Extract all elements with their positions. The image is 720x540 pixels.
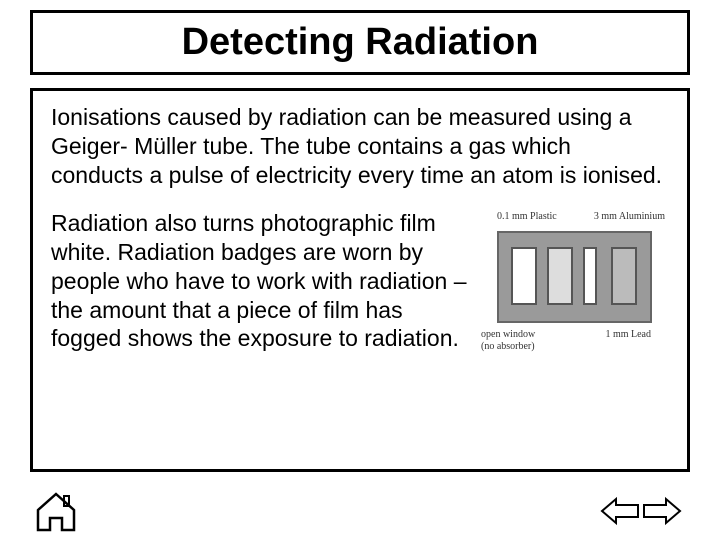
page-title: Detecting Radiation bbox=[33, 21, 687, 64]
diagram-label-aluminium: 3 mm Aluminium bbox=[594, 211, 665, 222]
diagram-label-plastic: 0.1 mm Plastic bbox=[497, 211, 557, 222]
nav-arrows bbox=[600, 496, 682, 526]
title-box: Detecting Radiation bbox=[30, 10, 690, 75]
badge-window-open bbox=[511, 247, 537, 305]
paragraph-1: Ionisations caused by radiation can be m… bbox=[51, 103, 669, 189]
home-button[interactable] bbox=[34, 490, 78, 534]
arrow-right-icon bbox=[642, 496, 682, 526]
home-icon bbox=[34, 490, 78, 534]
diagram-label-open: open window bbox=[481, 329, 535, 340]
badge-body bbox=[497, 231, 652, 323]
bottom-row: Radiation also turns photographic film w… bbox=[51, 209, 669, 364]
badge-window-aluminium bbox=[583, 247, 597, 305]
paragraph-2: Radiation also turns photographic film w… bbox=[51, 209, 471, 353]
prev-button[interactable] bbox=[600, 496, 640, 526]
content-box: Ionisations caused by radiation can be m… bbox=[30, 88, 690, 472]
diagram-label-absorber: (no absorber) bbox=[481, 341, 535, 352]
next-button[interactable] bbox=[642, 496, 682, 526]
badge-window-plastic bbox=[547, 247, 573, 305]
badge-window-lead bbox=[611, 247, 637, 305]
radiation-badge-diagram: 0.1 mm Plastic 3 mm Aluminium open windo… bbox=[479, 209, 669, 364]
arrow-left-icon bbox=[600, 496, 640, 526]
diagram-label-lead: 1 mm Lead bbox=[605, 329, 651, 340]
